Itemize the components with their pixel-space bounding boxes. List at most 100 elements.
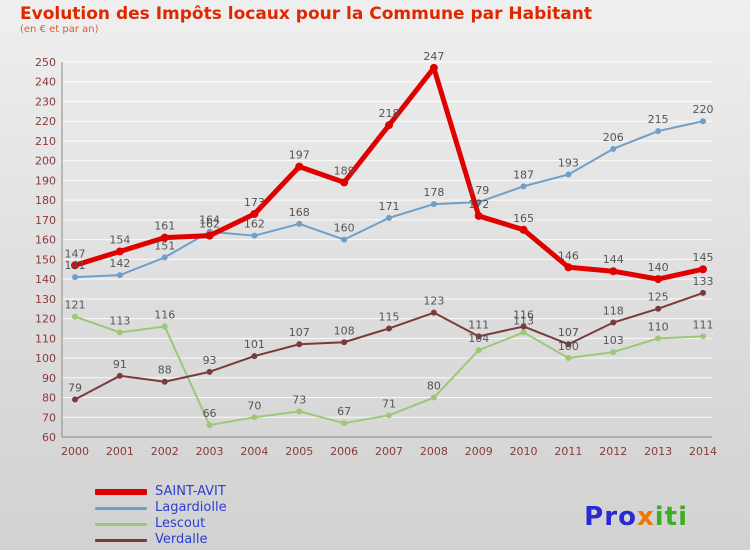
svg-text:240: 240 — [35, 76, 56, 89]
svg-text:113: 113 — [513, 314, 534, 327]
svg-text:180: 180 — [35, 194, 56, 207]
svg-text:110: 110 — [35, 332, 56, 345]
svg-text:171: 171 — [379, 200, 400, 213]
svg-text:120: 120 — [35, 313, 56, 326]
svg-text:116: 116 — [513, 308, 534, 321]
svg-text:2009: 2009 — [465, 445, 493, 458]
svg-text:130: 130 — [35, 293, 56, 306]
svg-text:100: 100 — [35, 352, 56, 365]
svg-text:140: 140 — [35, 273, 56, 286]
svg-text:146: 146 — [558, 249, 579, 262]
svg-text:165: 165 — [513, 212, 534, 225]
svg-text:113: 113 — [109, 314, 130, 327]
legend-label-saint-avit: SAINT-AVIT — [155, 484, 226, 499]
svg-text:2006: 2006 — [330, 445, 358, 458]
logo-letter: o — [618, 502, 637, 532]
logo-letter: r — [604, 502, 619, 532]
svg-text:123: 123 — [423, 295, 444, 308]
svg-text:2001: 2001 — [106, 445, 134, 458]
svg-text:154: 154 — [109, 233, 130, 246]
svg-text:187: 187 — [513, 168, 534, 181]
svg-text:2014: 2014 — [689, 445, 717, 458]
svg-text:111: 111 — [468, 318, 489, 331]
legend-line-saint-avit — [95, 489, 147, 495]
logo-letter: x — [636, 502, 655, 532]
svg-text:60: 60 — [42, 431, 56, 444]
svg-text:164: 164 — [199, 214, 220, 227]
svg-text:2007: 2007 — [375, 445, 403, 458]
legend-item-verdalle: Verdalle — [95, 532, 227, 547]
svg-text:2012: 2012 — [599, 445, 627, 458]
logo-letter: P — [584, 502, 605, 532]
svg-text:110: 110 — [648, 320, 669, 333]
svg-text:103: 103 — [603, 334, 624, 347]
line-chart: 60 70 80 90 100 110 120 130 140 150 160 170 180 190 20… — [35, 50, 717, 458]
proxiti-logo: Proxiti — [584, 502, 688, 532]
svg-text:190: 190 — [35, 174, 56, 187]
legend-line-verdalle — [95, 538, 147, 542]
svg-text:173: 173 — [244, 196, 265, 209]
svg-text:206: 206 — [603, 131, 624, 144]
svg-text:111: 111 — [693, 318, 714, 331]
logo-letter: i — [654, 502, 665, 532]
svg-text:79: 79 — [68, 382, 82, 395]
svg-text:140: 140 — [648, 261, 669, 274]
svg-text:88: 88 — [158, 364, 172, 377]
svg-text:2002: 2002 — [151, 445, 179, 458]
svg-text:116: 116 — [154, 308, 175, 321]
svg-text:200: 200 — [35, 155, 56, 168]
svg-text:2003: 2003 — [196, 445, 224, 458]
legend-item-lescout: Lescout — [95, 516, 227, 531]
legend-line-lagardiolle — [95, 506, 147, 510]
logo-letter: t — [664, 502, 679, 532]
svg-text:80: 80 — [42, 392, 56, 405]
svg-text:101: 101 — [244, 338, 265, 351]
svg-text:162: 162 — [244, 218, 265, 231]
chart-subtitle: (en € et par an) — [20, 24, 99, 36]
svg-text:91: 91 — [113, 358, 127, 371]
svg-text:71: 71 — [382, 397, 396, 410]
legend-item-saint-avit: SAINT-AVIT — [95, 484, 227, 499]
legend-line-lescout — [95, 522, 147, 526]
legend-label-verdalle: Verdalle — [155, 532, 208, 547]
svg-text:100: 100 — [558, 340, 579, 353]
svg-text:2008: 2008 — [420, 445, 448, 458]
svg-text:107: 107 — [289, 326, 310, 339]
svg-text:147: 147 — [65, 247, 86, 260]
svg-text:2011: 2011 — [554, 445, 582, 458]
svg-text:220: 220 — [693, 103, 714, 116]
svg-text:151: 151 — [154, 239, 175, 252]
svg-text:115: 115 — [379, 310, 400, 323]
svg-text:2004: 2004 — [240, 445, 268, 458]
svg-text:73: 73 — [292, 393, 306, 406]
svg-text:168: 168 — [289, 206, 310, 219]
svg-text:210: 210 — [35, 135, 56, 148]
svg-text:80: 80 — [427, 380, 441, 393]
chart-title: Evolution des Impôts locaux pour la Comm… — [20, 4, 592, 24]
svg-text:107: 107 — [558, 326, 579, 339]
svg-text:178: 178 — [423, 186, 444, 199]
svg-text:70: 70 — [247, 399, 261, 412]
svg-text:141: 141 — [65, 259, 86, 272]
svg-text:172: 172 — [468, 198, 489, 211]
svg-text:193: 193 — [558, 157, 579, 170]
svg-text:197: 197 — [289, 149, 310, 162]
svg-text:247: 247 — [423, 50, 444, 63]
svg-text:66: 66 — [203, 407, 217, 420]
svg-text:108: 108 — [334, 324, 355, 337]
svg-text:70: 70 — [42, 411, 56, 424]
svg-text:250: 250 — [35, 56, 56, 69]
svg-text:150: 150 — [35, 253, 56, 266]
svg-text:2010: 2010 — [510, 445, 538, 458]
legend-label-lescout: Lescout — [155, 516, 206, 531]
svg-text:2013: 2013 — [644, 445, 672, 458]
legend: SAINT-AVIT Lagardiolle Lescout Verdalle — [95, 484, 227, 547]
svg-text:67: 67 — [337, 405, 351, 418]
svg-text:144: 144 — [603, 253, 624, 266]
title-block: Evolution des Impôts locaux pour la Comm… — [20, 4, 592, 35]
svg-text:121: 121 — [65, 299, 86, 312]
legend-label-lagardiolle: Lagardiolle — [155, 500, 227, 515]
svg-text:160: 160 — [35, 234, 56, 247]
legend-item-lagardiolle: Lagardiolle — [95, 500, 227, 515]
